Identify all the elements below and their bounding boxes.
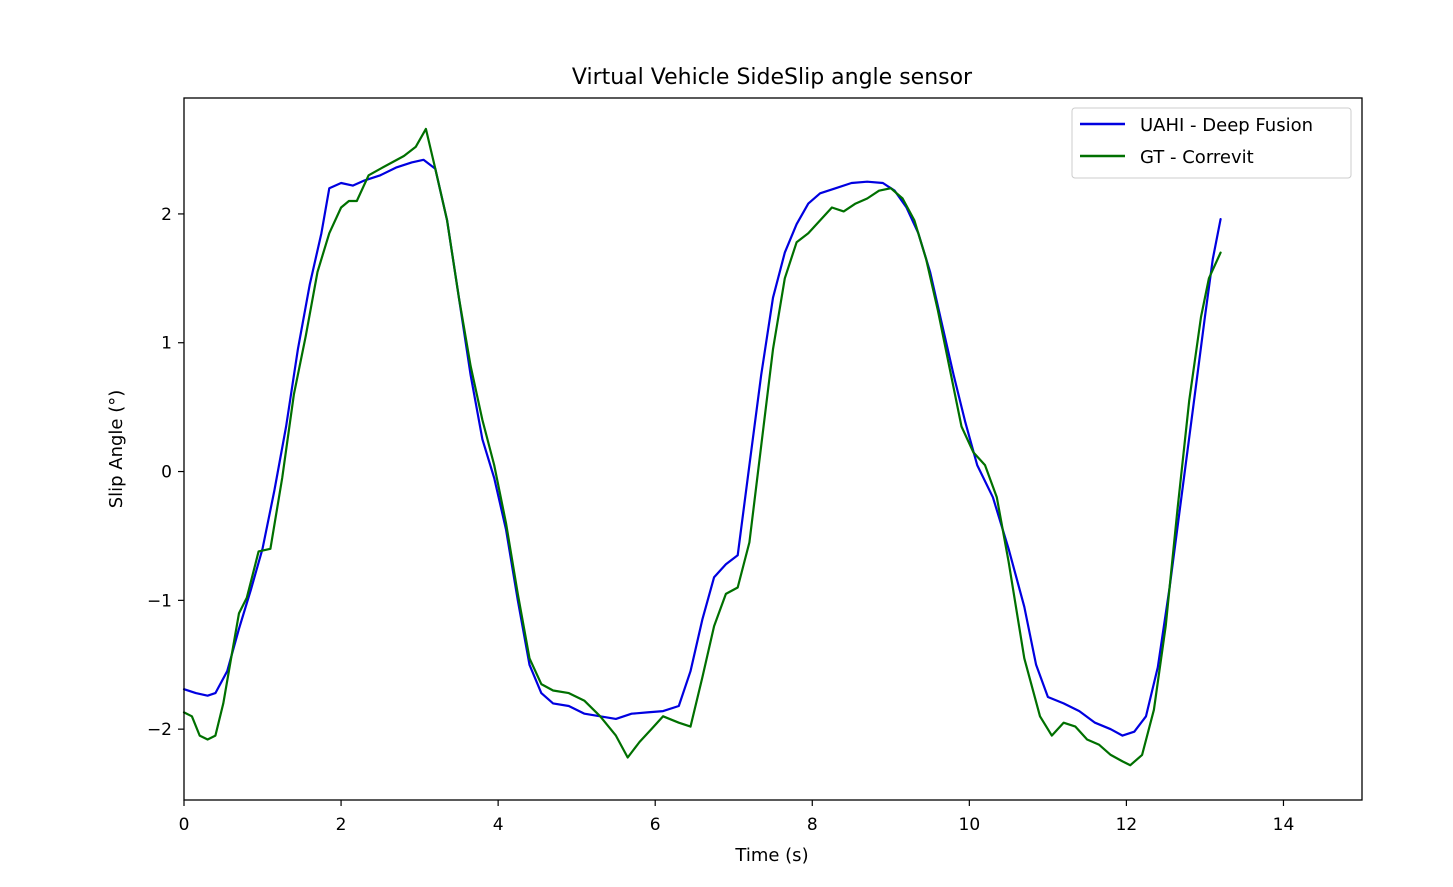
y-tick-label: 0 <box>161 463 172 483</box>
series-line-1 <box>182 127 1222 767</box>
x-tick-label: 2 <box>336 815 347 835</box>
legend: UAHI - Deep Fusion GT - Correvit <box>1071 107 1352 179</box>
x-tick-label: 14 <box>1273 815 1295 835</box>
plot-area <box>182 127 1222 767</box>
series-line-0 <box>182 158 1222 737</box>
x-tick-label: 10 <box>959 815 981 835</box>
y-tick-label: −1 <box>147 591 172 611</box>
legend-label-gt: GT - Correvit <box>1140 147 1254 168</box>
y-tick-label: 1 <box>161 334 172 354</box>
y-tick-label: −2 <box>147 720 172 740</box>
y-axis: −2 −1 0 1 2 <box>147 205 184 740</box>
x-axis: 0 2 4 6 8 10 12 14 <box>179 800 1295 835</box>
x-tick-label: 12 <box>1116 815 1138 835</box>
x-tick-label: 6 <box>650 815 661 835</box>
chart-title: Virtual Vehicle SideSlip angle sensor <box>572 65 973 90</box>
legend-label-uahi: UAHI - Deep Fusion <box>1140 115 1313 136</box>
y-axis-label: Slip Angle (°) <box>106 390 127 509</box>
x-axis-label: Time (s) <box>734 845 808 866</box>
plot-frame <box>183 97 1363 801</box>
x-tick-label: 4 <box>493 815 504 835</box>
legend-box <box>1071 107 1352 179</box>
x-tick-label: 0 <box>179 815 190 835</box>
x-tick-label: 8 <box>807 815 818 835</box>
y-tick-label: 2 <box>161 205 172 225</box>
